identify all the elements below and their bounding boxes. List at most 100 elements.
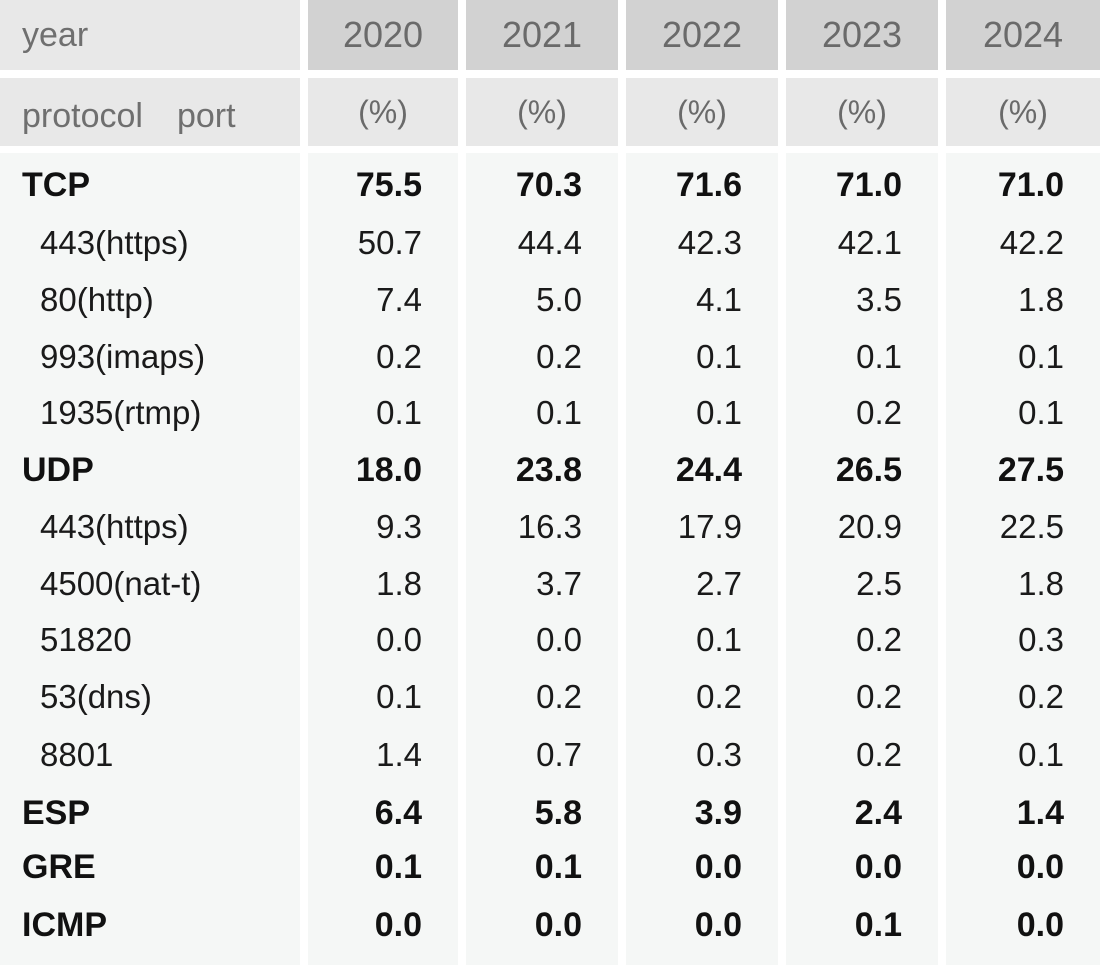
body-column-bg-4: [786, 153, 938, 965]
cell-value-2023: 2.5: [856, 565, 902, 602]
port-label: 51820: [40, 621, 132, 658]
port-label: 80(http): [40, 281, 154, 318]
cell-value-2024: 0.1: [1018, 736, 1064, 773]
port-label: 8801: [40, 736, 114, 773]
cell-value-2024: 1.8: [1018, 281, 1064, 318]
body-column-bg-0: [0, 153, 300, 965]
cell-value-2023: 42.1: [837, 224, 902, 261]
cell-value-2024: 71.0: [997, 165, 1064, 204]
cell-value-2023: 0.2: [856, 678, 902, 715]
cell-value-2020: 0.1: [374, 847, 422, 886]
body-column-bg-1: [308, 153, 458, 965]
cell-value-2021: 16.3: [517, 508, 582, 545]
cell-value-2024: 1.4: [1016, 793, 1064, 832]
cell-value-2023: 26.5: [835, 450, 902, 489]
cell-value-2023: 0.1: [856, 338, 902, 375]
cell-value-2024: 0.2: [1018, 678, 1064, 715]
port-label: 443(https): [40, 224, 189, 261]
cell-value-2023: 0.2: [856, 621, 902, 658]
cell-value-2022: 0.3: [696, 736, 742, 773]
port-label: 443(https): [40, 508, 189, 545]
cell-value-2023: 0.0: [854, 847, 902, 886]
header-year-label: year: [0, 0, 300, 70]
header-unit-2021: (%): [466, 78, 618, 146]
cell-value-2020: 0.0: [376, 621, 422, 658]
header-unit-2020: (%): [308, 78, 458, 146]
cell-value-2021: 0.2: [536, 338, 582, 375]
cell-value-2022: 0.1: [696, 394, 742, 431]
cell-value-2024: 27.5: [997, 450, 1064, 489]
cell-value-2023: 71.0: [835, 165, 902, 204]
cell-value-2021: 70.3: [515, 165, 582, 204]
cell-value-2020: 9.3: [376, 508, 422, 545]
cell-value-2022: 0.0: [694, 905, 742, 944]
cell-value-2021: 5.0: [536, 281, 582, 318]
header-year-2021: 2021: [466, 0, 618, 70]
header-year-2020: 2020: [308, 0, 458, 70]
cell-value-2021: 44.4: [517, 224, 582, 261]
port-label: 1935(rtmp): [40, 394, 202, 431]
cell-value-2021: 23.8: [515, 450, 582, 489]
cell-value-2023: 0.2: [856, 394, 902, 431]
cell-value-2024: 0.0: [1016, 847, 1064, 886]
cell-value-2020: 50.7: [357, 224, 422, 261]
header-unit-2024: (%): [946, 78, 1100, 146]
cell-value-2020: 75.5: [355, 165, 422, 204]
port-label: 53(dns): [40, 678, 152, 715]
cell-value-2020: 0.0: [374, 905, 422, 944]
header-unit-2022: (%): [626, 78, 778, 146]
header-year-2024: 2024: [946, 0, 1100, 70]
cell-value-2022: 3.9: [694, 793, 742, 832]
header-year-2022: 2022: [626, 0, 778, 70]
protocol-label: TCP: [22, 165, 90, 204]
cell-value-2023: 2.4: [854, 793, 902, 832]
cell-value-2022: 0.1: [696, 621, 742, 658]
cell-value-2020: 1.4: [376, 736, 422, 773]
cell-value-2024: 1.8: [1018, 565, 1064, 602]
cell-value-2020: 0.2: [376, 338, 422, 375]
cell-value-2021: 0.1: [536, 394, 582, 431]
cell-value-2022: 17.9: [677, 508, 742, 545]
cell-value-2021: 0.0: [534, 905, 582, 944]
cell-value-2022: 42.3: [677, 224, 742, 261]
cell-value-2022: 71.6: [675, 165, 742, 204]
cell-value-2024: 0.0: [1016, 905, 1064, 944]
cell-value-2022: 0.0: [694, 847, 742, 886]
cell-value-2021: 5.8: [534, 793, 582, 832]
protocol-label: ICMP: [22, 905, 107, 944]
cell-value-2021: 0.1: [534, 847, 582, 886]
cell-value-2022: 0.1: [696, 338, 742, 375]
cell-value-2024: 0.1: [1018, 394, 1064, 431]
protocol-label: GRE: [22, 847, 96, 886]
body-column-bg-2: [466, 153, 618, 965]
cell-value-2023: 0.1: [854, 905, 902, 944]
body-column-bg-3: [626, 153, 778, 965]
cell-value-2023: 20.9: [837, 508, 902, 545]
protocol-label: UDP: [22, 450, 94, 489]
cell-value-2020: 1.8: [376, 565, 422, 602]
cell-value-2022: 0.2: [696, 678, 742, 715]
cell-value-2021: 0.0: [536, 621, 582, 658]
cell-value-2020: 6.4: [374, 793, 422, 832]
cell-value-2022: 4.1: [696, 281, 742, 318]
protocol-label: ESP: [22, 793, 91, 832]
header-unit-2023: (%): [786, 78, 938, 146]
cell-value-2020: 18.0: [355, 450, 422, 489]
cell-value-2021: 3.7: [536, 565, 582, 602]
cell-value-2024: 0.1: [1018, 338, 1064, 375]
cell-value-2022: 2.7: [696, 565, 742, 602]
port-label: 993(imaps): [40, 338, 206, 375]
header-year-2023: 2023: [786, 0, 938, 70]
cell-value-2022: 24.4: [675, 450, 742, 489]
port-label: 4500(nat-t): [40, 565, 202, 602]
cell-value-2020: 0.1: [376, 678, 422, 715]
cell-value-2020: 7.4: [376, 281, 422, 318]
cell-value-2023: 0.2: [856, 736, 902, 773]
cell-value-2021: 0.2: [536, 678, 582, 715]
cell-value-2021: 0.7: [536, 736, 582, 773]
cell-value-2024: 42.2: [999, 224, 1064, 261]
header-protocol-port-label: protocol port: [0, 78, 300, 146]
cell-value-2020: 0.1: [376, 394, 422, 431]
cell-value-2024: 0.3: [1018, 621, 1064, 658]
